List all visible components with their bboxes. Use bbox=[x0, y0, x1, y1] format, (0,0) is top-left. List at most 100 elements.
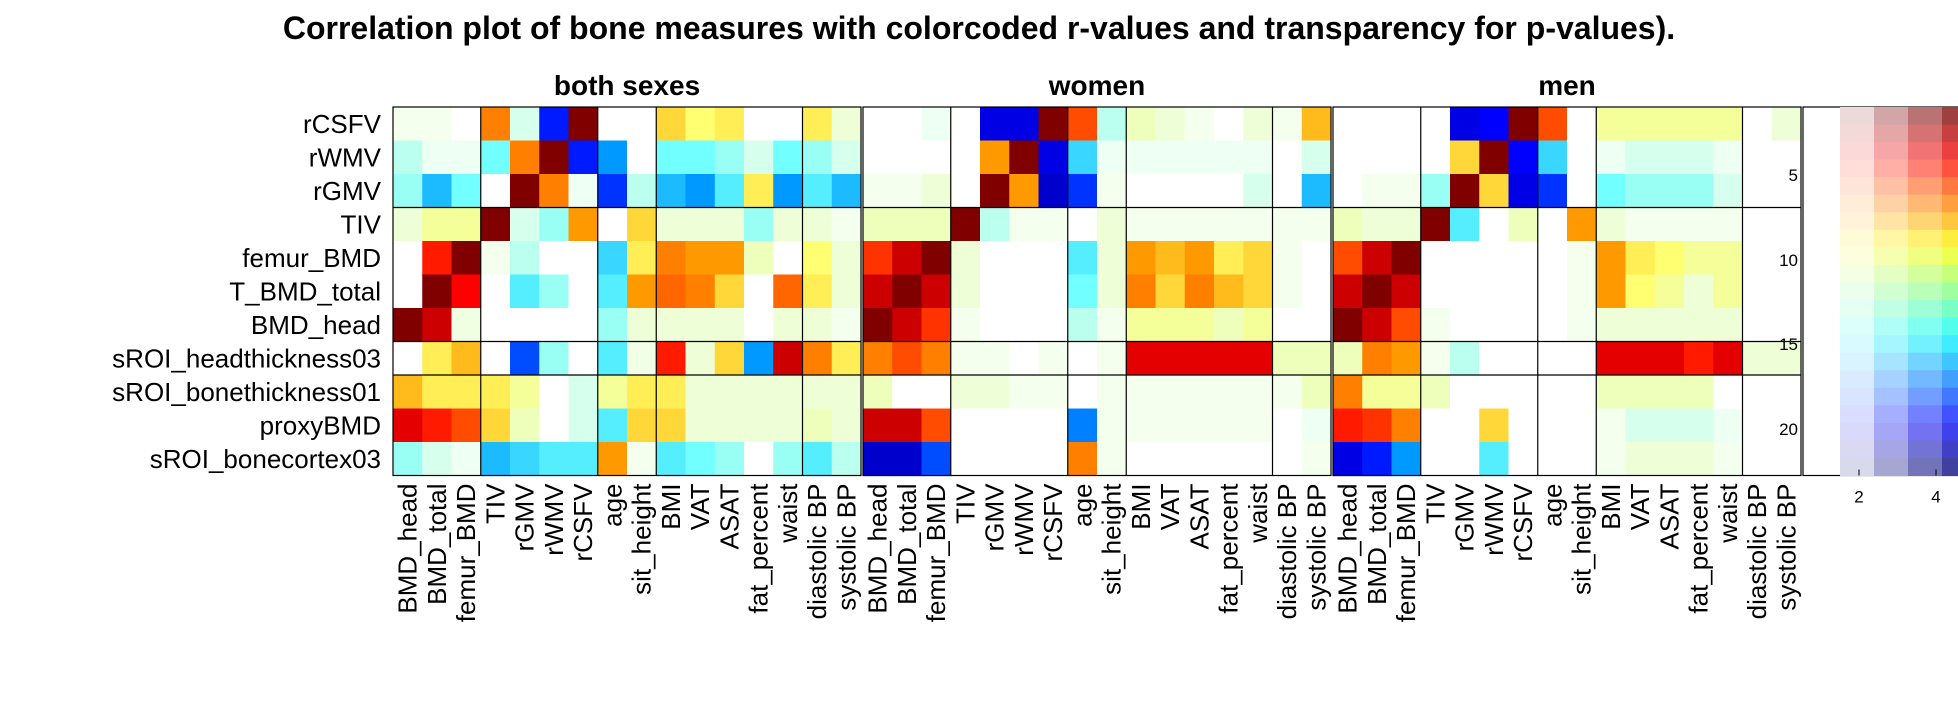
heatmap-cell bbox=[892, 308, 923, 343]
colorbar-swatch bbox=[1908, 300, 1943, 319]
heatmap-cell bbox=[1625, 140, 1656, 175]
column-label: rGMV bbox=[980, 483, 1010, 552]
heatmap-cell bbox=[451, 140, 482, 175]
heatmap-cell bbox=[744, 341, 774, 376]
colorbar-swatch bbox=[1840, 124, 1875, 143]
heatmap-cell bbox=[1272, 442, 1303, 477]
heatmap-cell bbox=[744, 375, 774, 410]
heatmap-cell bbox=[1596, 241, 1627, 276]
colorbar-swatch bbox=[1908, 212, 1943, 231]
heatmap-cell bbox=[980, 341, 1010, 376]
heatmap-cell bbox=[1508, 308, 1539, 343]
heatmap-cell bbox=[1301, 375, 1332, 410]
column-label: BMI bbox=[1596, 484, 1626, 530]
heatmap-cell bbox=[1067, 140, 1098, 175]
chart-title: Correlation plot of bone measures with c… bbox=[283, 10, 1675, 46]
heatmap-cell bbox=[480, 442, 511, 477]
colorbar-swatch bbox=[1942, 177, 1958, 196]
heatmap-cell bbox=[1155, 408, 1186, 443]
column-label: rWMV bbox=[1479, 483, 1509, 556]
heatmap-cell bbox=[1508, 241, 1539, 276]
heatmap-cell bbox=[1537, 375, 1568, 410]
heatmap-cell bbox=[1625, 442, 1656, 477]
heatmap-cell bbox=[1272, 375, 1303, 410]
heatmap-cell bbox=[1333, 207, 1363, 242]
y-tick-label: 20 bbox=[1779, 420, 1798, 439]
heatmap-cell bbox=[1126, 442, 1157, 477]
heatmap-cell bbox=[1625, 207, 1656, 242]
heatmap-cell bbox=[1479, 408, 1510, 443]
heatmap-cell bbox=[568, 442, 599, 477]
heatmap-cell bbox=[1009, 442, 1040, 477]
colorbar-swatch bbox=[1942, 229, 1958, 248]
heatmap-cell bbox=[1155, 174, 1186, 209]
heatmap-cell bbox=[802, 207, 833, 242]
heatmap-cell bbox=[1479, 207, 1510, 242]
heatmap-cell bbox=[1301, 442, 1332, 477]
heatmap-cell bbox=[714, 107, 745, 142]
column-label: age bbox=[597, 484, 627, 527]
heatmap-cell bbox=[451, 341, 482, 376]
heatmap-cell bbox=[831, 308, 862, 343]
heatmap-cell bbox=[1362, 442, 1393, 477]
colorbar-swatch bbox=[1942, 370, 1958, 389]
heatmap-cell bbox=[1479, 241, 1510, 276]
heatmap-cell bbox=[1391, 375, 1422, 410]
colorbar-swatch bbox=[1942, 440, 1958, 459]
heatmap-cell bbox=[1272, 274, 1303, 309]
heatmap-cell bbox=[480, 375, 511, 410]
colorbar-swatch bbox=[1942, 300, 1958, 319]
heatmap-cell bbox=[863, 241, 893, 276]
heatmap-cell bbox=[1214, 408, 1244, 443]
heatmap-cell bbox=[1596, 308, 1627, 343]
heatmap-cell bbox=[950, 442, 981, 477]
heatmap-cell bbox=[1067, 375, 1098, 410]
heatmap-cell bbox=[1684, 308, 1714, 343]
colorbar-swatch bbox=[1874, 177, 1909, 196]
colorbar-swatch bbox=[1942, 317, 1958, 336]
colorbar-swatch bbox=[1942, 264, 1958, 283]
heatmap-cell bbox=[980, 241, 1010, 276]
column-label: systolic BP bbox=[831, 484, 861, 611]
column-label: sit_height bbox=[627, 483, 657, 595]
heatmap-cell bbox=[892, 408, 923, 443]
heatmap-cell bbox=[1272, 308, 1303, 343]
heatmap-cell bbox=[1067, 241, 1098, 276]
heatmap-cell bbox=[451, 408, 482, 443]
heatmap-cell bbox=[1479, 308, 1510, 343]
heatmap-cell bbox=[980, 140, 1010, 175]
heatmap-cell bbox=[773, 140, 804, 175]
heatmap-cell bbox=[1038, 442, 1069, 477]
colorbar-swatch bbox=[1908, 107, 1943, 126]
heatmap-cell bbox=[1333, 174, 1363, 209]
heatmap-cell bbox=[1596, 341, 1627, 376]
heatmap-cell bbox=[1184, 274, 1215, 309]
heatmap-cell bbox=[1684, 274, 1714, 309]
heatmap-cell bbox=[1654, 174, 1685, 209]
colorbar-swatch bbox=[1942, 212, 1958, 231]
heatmap-cell bbox=[1362, 341, 1393, 376]
heatmap-cell bbox=[802, 408, 833, 443]
heatmap-cell bbox=[685, 274, 716, 309]
colorbar-swatch bbox=[1874, 370, 1909, 389]
heatmap-cell bbox=[422, 442, 453, 477]
colorbar-swatch bbox=[1874, 194, 1909, 213]
heatmap-cell bbox=[627, 140, 657, 175]
heatmap-cell bbox=[921, 274, 952, 309]
heatmap-cell bbox=[1654, 274, 1685, 309]
heatmap-cell bbox=[773, 341, 804, 376]
heatmap-cell bbox=[744, 107, 774, 142]
heatmap-cell bbox=[1508, 207, 1539, 242]
colorbar-swatch bbox=[1840, 317, 1875, 336]
heatmap-cell bbox=[568, 207, 599, 242]
panel-border bbox=[392, 106, 862, 477]
heatmap-cell bbox=[980, 274, 1010, 309]
heatmap-cell bbox=[627, 341, 657, 376]
heatmap-cell bbox=[744, 308, 774, 343]
heatmap-cell bbox=[863, 408, 893, 443]
heatmap-cell bbox=[1097, 408, 1127, 443]
heatmap-cell bbox=[393, 207, 423, 242]
heatmap-cell bbox=[1713, 308, 1744, 343]
heatmap-cell bbox=[1214, 207, 1244, 242]
